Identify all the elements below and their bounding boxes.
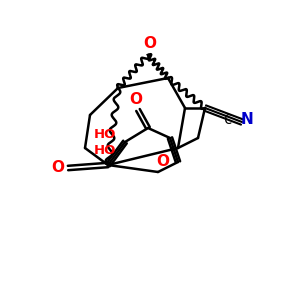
Text: O: O — [130, 92, 142, 107]
Text: HO: HO — [94, 128, 116, 140]
Text: O: O — [143, 37, 157, 52]
Text: N: N — [241, 112, 254, 128]
Text: O: O — [157, 154, 169, 169]
Text: O: O — [52, 160, 64, 175]
Text: C: C — [224, 113, 232, 127]
Text: HO: HO — [94, 143, 116, 157]
